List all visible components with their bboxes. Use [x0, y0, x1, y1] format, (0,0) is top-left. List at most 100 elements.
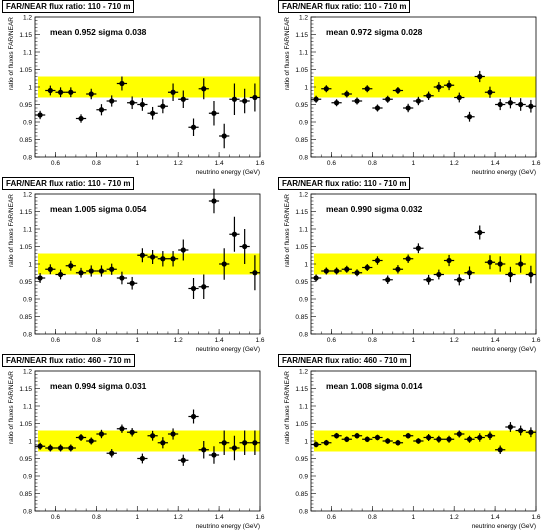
x-axis-label: neutrino energy (GeV)	[196, 523, 260, 530]
y-tick-label: 1	[304, 262, 308, 269]
y-tick-label: 1.1	[23, 404, 32, 411]
chart-title: FAR/NEAR flux ratio: 110 - 710 m	[2, 0, 135, 13]
x-tick-label: 0.6	[327, 160, 336, 167]
y-tick-label: 0.8	[299, 155, 308, 162]
data-point	[433, 269, 444, 280]
data-point	[208, 188, 220, 214]
data-point	[239, 88, 250, 114]
data-point	[505, 266, 516, 283]
y-tick-label: 1.2	[23, 192, 32, 199]
data-point	[167, 428, 179, 440]
chart-plot: 0.8 0.85 0.9 0.95 1 1.05 1.1 1.15 1.2 0.6 0.8 1 1.2 1…	[8, 369, 265, 531]
data-point	[403, 432, 414, 439]
y-tick-label: 1.1	[299, 227, 308, 234]
x-tick-label: 0.8	[368, 337, 377, 344]
chart-plot: 0.8 0.85 0.9 0.95 1 1.05 1.1 1.15 1.2 0.6 0.8 1 1.2 1…	[284, 192, 541, 354]
data-point	[178, 90, 189, 108]
y-tick-label: 1.05	[19, 67, 32, 74]
data-point	[219, 248, 230, 280]
data-point	[198, 441, 209, 459]
data-point	[311, 441, 322, 448]
x-tick-label: 0.6	[327, 337, 336, 344]
x-axis-label: neutrino energy (GeV)	[472, 169, 536, 176]
y-tick-label: 1.1	[23, 50, 32, 57]
data-point	[505, 97, 516, 109]
data-point	[392, 265, 404, 274]
data-point	[321, 267, 332, 275]
data-point	[443, 80, 455, 91]
chart-title: FAR/NEAR flux ratio: 460 - 710 m	[2, 354, 135, 367]
x-tick-label: 1.4	[215, 337, 224, 344]
y-tick-label: 1.2	[23, 369, 32, 376]
y-tick-label: 1.2	[23, 15, 32, 22]
data-point	[423, 91, 434, 100]
data-point	[311, 95, 322, 103]
data-point	[75, 114, 87, 123]
y-tick-label: 1	[28, 439, 32, 446]
y-tick-label: 0.95	[19, 102, 32, 109]
data-point	[96, 265, 107, 277]
data-point	[515, 255, 526, 273]
data-point	[188, 118, 199, 136]
y-tick-label: 0.95	[19, 279, 32, 286]
y-tick-label: 1.15	[19, 209, 32, 216]
x-tick-label: 0.6	[51, 337, 60, 344]
y-tick-label: 0.8	[23, 155, 32, 162]
y-tick-label: 0.95	[295, 102, 308, 109]
y-tick-label: 0.85	[295, 137, 308, 144]
data-point	[331, 267, 342, 275]
data-point	[137, 453, 148, 464]
y-tick-label: 1.2	[299, 192, 308, 199]
y-tick-label: 0.85	[295, 491, 308, 498]
chart-plot: 0.8 0.85 0.9 0.95 1 1.05 1.1 1.15 1.2 0.6 0.8 1 1.2 1…	[8, 188, 265, 353]
data-point	[55, 444, 66, 452]
data-point	[341, 436, 352, 443]
data-point	[137, 248, 148, 263]
chart-panel: 0.8 0.85 0.9 0.95 1 1.05 1.1 1.15 1.2 0.6 0.8 1 1.2 1…	[0, 354, 276, 531]
data-point	[127, 428, 138, 437]
data-point	[413, 243, 424, 254]
data-point	[505, 422, 516, 432]
x-tick-label: 0.8	[368, 160, 377, 167]
data-point	[167, 251, 179, 267]
y-tick-label: 1.05	[295, 67, 308, 74]
data-point	[106, 449, 117, 458]
y-tick-label: 0.9	[23, 297, 32, 304]
x-tick-label: 1.2	[174, 160, 183, 167]
data-point	[45, 85, 56, 96]
x-tick-label: 0.6	[51, 514, 60, 521]
y-tick-label: 0.9	[299, 297, 308, 304]
data-point	[423, 274, 434, 285]
data-point	[219, 430, 230, 455]
data-point	[55, 87, 66, 98]
data-point	[413, 438, 424, 444]
data-point	[127, 96, 138, 110]
data-point	[45, 444, 56, 452]
data-point	[331, 99, 342, 107]
data-point	[35, 273, 46, 283]
data-point	[351, 269, 363, 277]
y-tick-label: 1.2	[299, 369, 308, 376]
data-point	[157, 99, 168, 114]
data-point	[372, 434, 383, 441]
y-tick-label: 1	[304, 439, 308, 446]
chart-plot: 0.8 0.85 0.9 0.95 1 1.05 1.1 1.15 1.2 0.6 0.8 1 1.2 1…	[8, 15, 265, 177]
chart-title: FAR/NEAR flux ratio: 110 - 710 m	[278, 0, 411, 13]
data-point	[464, 266, 475, 280]
data-point	[474, 225, 485, 240]
chart-panel: 0.8 0.85 0.9 0.95 1 1.05 1.1 1.15 1.2 0.6 0.8 1 1.2 1…	[0, 177, 276, 354]
data-point	[351, 432, 363, 439]
data-point	[433, 82, 444, 92]
data-point	[392, 87, 404, 94]
data-point	[75, 434, 87, 441]
stats-annotation: mean 1.005 sigma 0.054	[50, 204, 147, 214]
x-axis-label: neutrino energy (GeV)	[472, 523, 536, 530]
data-point	[116, 271, 128, 285]
data-point	[515, 98, 526, 111]
data-point	[454, 274, 465, 286]
data-point	[229, 216, 240, 252]
data-point	[86, 88, 97, 100]
data-point	[362, 85, 373, 93]
stats-annotation: mean 1.008 sigma 0.014	[326, 381, 423, 391]
